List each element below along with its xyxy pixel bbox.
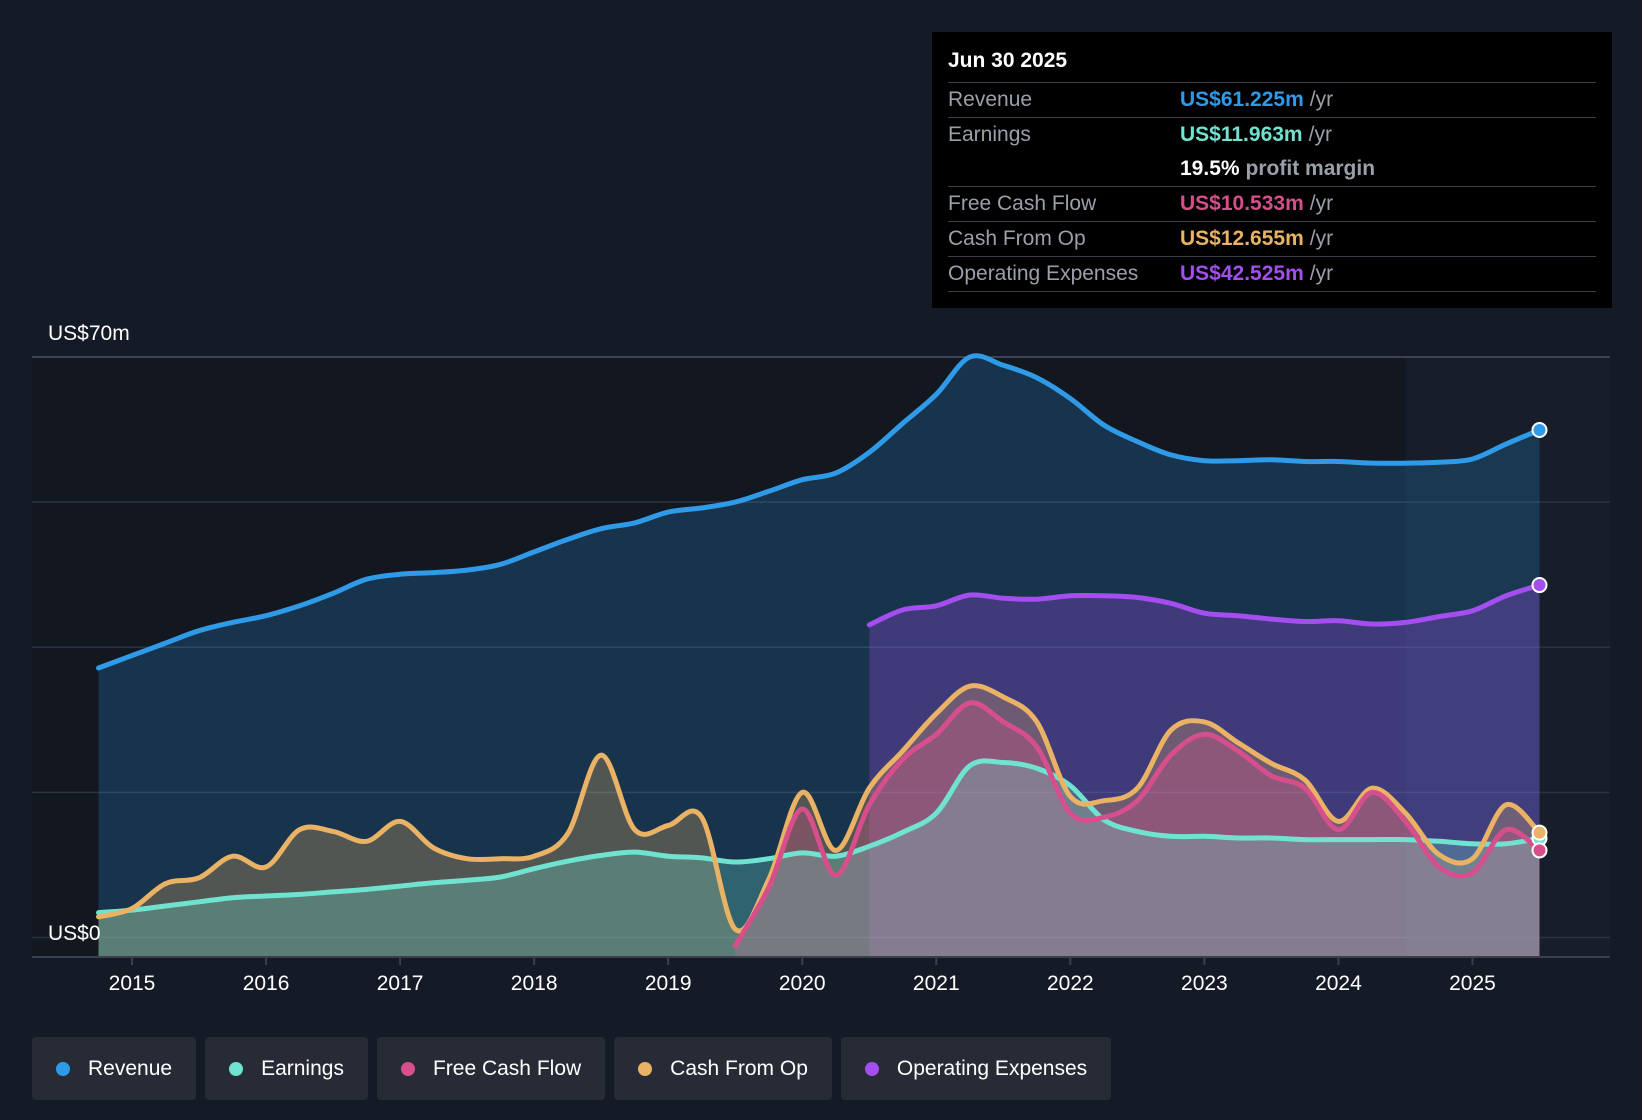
x-tick-label: 2024 [1315,972,1362,995]
legend-item-earnings[interactable]: Earnings [205,1037,368,1100]
tooltip-value: US$10.533m/yr [1180,192,1334,215]
x-tick-label: 2019 [645,972,692,995]
tooltip-row-operating-expenses: Operating Expenses US$42.525m/yr [948,257,1596,292]
series-line-operating-expenses [866,582,1542,628]
series-area-revenue [98,357,1540,957]
legend-label: Revenue [88,1056,173,1080]
series-end-marker [1531,842,1548,859]
tooltip-row-cash-from-op: Cash From Op US$12.655m/yr [948,222,1596,257]
y-axis-top-label: US$70m [48,322,130,345]
tooltip-row-earnings: Earnings US$11.963m/yr [948,118,1596,152]
series-end-marker [1531,421,1548,438]
x-tick-label: 2023 [1181,972,1228,995]
series-line-earnings [96,758,1542,916]
series-area-operating-expenses [869,585,1540,957]
tooltip-value: 19.5% profit margin [1180,157,1376,180]
tooltip-row-revenue: Revenue US$61.225m/yr [948,83,1596,118]
x-tick-label: 2020 [779,972,826,995]
legend-item-free-cash-flow[interactable]: Free Cash Flow [376,1037,606,1100]
y-axis-bottom-label: US$0 [48,922,101,945]
legend-dot-icon [229,1061,244,1076]
legend-dot-icon [56,1061,70,1076]
tooltip-row-free-cash-flow: Free Cash Flow US$10.533m/yr [948,187,1596,222]
series-area-earnings [98,760,1540,957]
x-tick-label: 2016 [243,972,290,995]
series-areas [98,357,1540,957]
series-lines [96,353,1542,949]
legend-dot-icon [864,1061,879,1076]
grid-lines [32,356,1610,939]
tooltip-value: US$12.655m/yr [1180,227,1334,250]
tooltip-row-profit-margin: 19.5% profit margin [948,152,1596,187]
tooltip-label: Revenue [948,88,1033,111]
tooltip-label: Operating Expenses [948,262,1139,285]
series-end-marker [1531,577,1548,594]
legend-dot-icon [638,1061,653,1076]
series-line-cash-from-op [96,683,1542,934]
tooltip-label: Free Cash Flow [948,192,1097,215]
x-tick-label: 2015 [109,972,156,995]
x-tick-label: 2018 [511,972,558,995]
legend-item-revenue[interactable]: Revenue [32,1037,197,1100]
tooltip-label: Cash From Op [948,227,1086,250]
legend-label: Cash From Op [670,1056,808,1080]
legend-label: Free Cash Flow [432,1056,582,1080]
tooltip-value: US$42.525m/yr [1180,262,1334,285]
series-end-marker [1531,824,1548,841]
series-end-markers [1531,421,1548,859]
legend-label: Operating Expenses [896,1056,1088,1080]
legend-item-cash-from-op[interactable]: Cash From Op [614,1037,832,1100]
tooltip-date: Jun 30 2025 [948,46,1596,83]
x-axis-ticks: 2015 2016 2017 2018 2019 2020 2021 2022 2023 2024… [109,957,1496,995]
x-tick-label: 2021 [913,972,960,995]
tooltip-panel: Jun 30 2025 Revenue US$61.225m/yr Earnin… [932,32,1612,308]
legend: Revenue Earnings Free Cash Flow Cash Fro… [32,1037,1112,1100]
series-line-free-cash-flow [732,700,1542,949]
x-tick-label: 2017 [377,972,424,995]
x-tick-label: 2022 [1047,972,1094,995]
legend-item-operating-expenses[interactable]: Operating Expenses [840,1037,1112,1100]
tooltip-value: US$61.225m/yr [1180,88,1334,111]
legend-dot-icon [400,1061,415,1076]
tooltip-value: US$11.963m/yr [1180,123,1332,146]
series-line-revenue [96,353,1542,671]
x-tick-label: 2025 [1449,972,1496,995]
legend-label: Earnings [261,1056,344,1080]
tooltip-label: Earnings [948,123,1031,146]
